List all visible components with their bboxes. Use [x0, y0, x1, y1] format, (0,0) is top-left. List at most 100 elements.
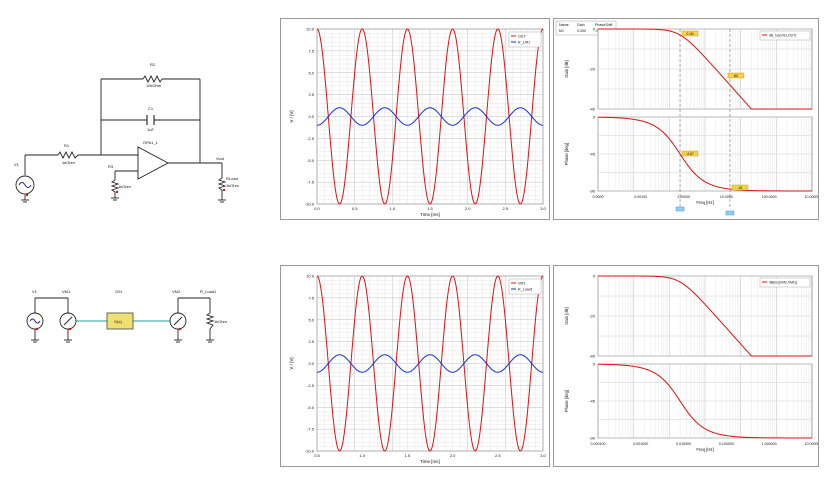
label-rload-value: 1kOhm — [226, 183, 240, 188]
top-bode-chart: NameGainPhaseShiftM10.000-90.0000-20-40G… — [555, 20, 820, 216]
x-axis-label: Time [ms] — [420, 212, 440, 217]
x-tick-label: 2.0 — [450, 453, 456, 458]
x-tick-label: 10.0000 — [720, 195, 733, 199]
bode-curve-gain — [598, 28, 812, 110]
bode-curve-gain — [598, 275, 812, 357]
marker-flag — [731, 184, 749, 191]
x-tick-label: 2.5 — [503, 206, 509, 211]
legend-entry: dB_tos(VS1,OUT) — [769, 34, 796, 38]
y-tick-label: -10.0 — [305, 449, 315, 454]
marker-flag — [727, 72, 745, 79]
marker-table-cell: M1 — [559, 29, 564, 33]
bottom-time-chart: 10.0 7.5 5.0 2.5 0.0 -2.5 -5.0 -7.5 -10.00.5 1.0 1… — [289, 274, 547, 465]
y-tick-label: -45 — [589, 152, 596, 157]
y-tick-label: -7.5 — [307, 180, 315, 185]
y-tick-label: 0.0 — [308, 361, 314, 366]
ground-icons — [21, 197, 226, 203]
top-time-chart-panel[interactable]: 10.0 7.5 5.0 2.5 0.0 -2.5 -5.0 -7.5 -10.0 0.0 0.5 1… — [280, 18, 550, 220]
label-r2-value: 10kOhm — [146, 83, 162, 88]
resistor-r3 — [110, 179, 120, 193]
y-axis-label: Gain [dB] — [564, 60, 569, 77]
y-tick-label: -2.5 — [307, 136, 315, 141]
y-tick-label: 0 — [593, 274, 596, 279]
bode-curve-phase — [597, 363, 812, 439]
label-block: G(s) — [114, 319, 122, 324]
legend-entry: VM1 — [518, 282, 525, 286]
marker-flag — [681, 30, 699, 37]
label-rload1-value: 1kOhm — [214, 319, 228, 324]
y-axis-label: Phase [deg] — [564, 390, 569, 412]
x-axis-label: Freq [Hz] — [696, 200, 713, 205]
x-tick-label: 0.00100 — [634, 195, 647, 199]
y-tick-label: 5.0 — [308, 317, 314, 322]
x-tick-label: 1.5 — [405, 453, 411, 458]
x-tick-label: 100.0000 — [762, 195, 777, 199]
y-tick-label: 0 — [593, 115, 596, 120]
x-axis-label: Time [ms] — [420, 459, 440, 464]
voltmeter-vm2-icon — [169, 312, 187, 330]
x-tick-label: 10.00000 — [805, 442, 819, 446]
x-tick-label: 3.0 — [540, 206, 546, 211]
x-tick-label: 1.0 — [390, 206, 396, 211]
x-tick-label: 1.000000 — [762, 442, 777, 446]
marker-table-cell: 0.000 — [577, 29, 586, 33]
marker-table-header: Gain — [577, 23, 585, 27]
resistor-rload — [217, 177, 227, 191]
y-tick-label: -5.0 — [307, 405, 315, 410]
legend-box — [508, 31, 542, 48]
opamp-symbol — [137, 146, 169, 180]
schematic-bottom: V1 VM1 G(s) G01 VM2 R_Load1 1kOhm — [26, 289, 228, 343]
y-tick-label: -7.5 — [307, 427, 315, 432]
x-tick-label: 0.0 — [314, 206, 320, 211]
label-rload1: R_Load1 — [200, 289, 217, 294]
ground-icons-bottom — [31, 339, 214, 343]
y-axis-label: V / [V] — [289, 357, 294, 369]
y-tick-label: -10.0 — [305, 202, 315, 207]
top-bode-chart-panel[interactable]: NameGainPhaseShiftM10.000-90.0000-20-40G… — [553, 18, 820, 220]
y-tick-label: -2.5 — [307, 383, 315, 388]
marker-handle-b — [725, 210, 735, 216]
y-tick-label: -20 — [589, 67, 596, 72]
marker-table-header: PhaseShift — [595, 23, 612, 27]
y-tick-label: -20 — [589, 314, 596, 319]
label-r1-value: 1kOhm — [62, 160, 76, 165]
series-line-R_1/R1 — [316, 107, 544, 126]
legend-entry: OUT — [518, 35, 526, 39]
y-axis-label: Gain [dB] — [564, 307, 569, 324]
x-tick-label: 2.5 — [495, 453, 501, 458]
marker-flag-label: -6.67 — [686, 152, 693, 156]
label-v1: V1 — [32, 289, 38, 294]
schematic-top: R2 10kOhm C1 1uF R1 1kOhm OPA1_1 V1 R3 1… — [14, 62, 240, 203]
bottom-bode-chart-panel[interactable]: 0 -20 -40 Gain [dB] 0 -45 -90 Phase [deg] 0.0001… — [553, 265, 820, 467]
y-tick-label: -40 — [589, 354, 596, 359]
marker-flag-label: M2 — [734, 74, 739, 78]
y-axis-label: V / [V] — [289, 110, 294, 122]
bottom-time-chart-panel[interactable]: 10.0 7.5 5.0 2.5 0.0 -2.5 -5.0 -7.5 -10.0 0.5 1.0 1… — [280, 265, 550, 467]
marker-table-header: Name — [559, 23, 569, 27]
x-tick-label: 0.5 — [352, 206, 358, 211]
x-tick-label: 0.010000 — [676, 442, 691, 446]
y-tick-label: -5.0 — [307, 158, 315, 163]
label-block-title: G01 — [115, 289, 123, 294]
label-rload: RLoad — [226, 176, 238, 181]
label-vout: Vout — [216, 156, 225, 161]
label-r3: R3 — [108, 164, 114, 169]
x-tick-label: 2.0 — [465, 206, 471, 211]
label-opamp: OPA1_1 — [143, 140, 159, 145]
x-tick-label: 3.0 — [540, 453, 546, 458]
y-tick-label: 10.0 — [306, 27, 315, 32]
y-tick-label: -40 — [589, 107, 596, 112]
source-v1-icon — [26, 312, 44, 330]
y-tick-label: 7.5 — [308, 295, 314, 300]
x-tick-label: 1.00000 — [677, 195, 690, 199]
y-tick-label: 2.5 — [308, 92, 314, 97]
y-tick-label: -45 — [589, 399, 596, 404]
y-axis-label: Phase [deg] — [564, 143, 569, 165]
label-r2: R2 — [150, 62, 156, 67]
legend-box — [759, 30, 811, 41]
voltage-source-icon — [15, 175, 35, 195]
capacitor-c1 — [146, 115, 155, 125]
y-tick-label: 2.5 — [308, 339, 314, 344]
x-tick-label: 10.00000 — [805, 195, 819, 199]
transfer-block — [106, 312, 134, 330]
